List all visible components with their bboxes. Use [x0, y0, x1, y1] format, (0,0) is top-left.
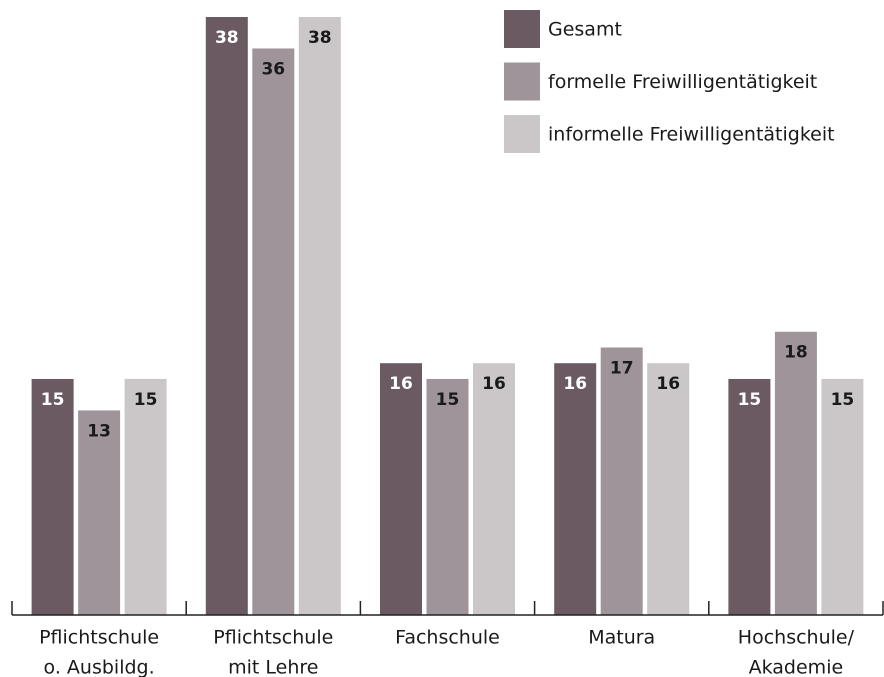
x-tick-label: mit Lehre [228, 657, 318, 677]
bar [380, 363, 422, 615]
bar [298, 17, 341, 615]
value-label: 38 [308, 28, 332, 48]
legend-label: informelle Freiwilligentätigkeit [548, 124, 835, 146]
x-tick-label: Pflichtschule [39, 627, 159, 649]
bar [31, 378, 74, 615]
value-label: 38 [215, 28, 239, 48]
bar [821, 378, 864, 615]
value-label: 36 [261, 59, 285, 79]
bar [554, 363, 597, 615]
bar [78, 410, 121, 615]
x-tick-label: Pflichtschule [213, 627, 333, 649]
x-tick-label: Fachschule [395, 627, 500, 649]
value-label: 15 [41, 390, 65, 410]
value-label: 16 [389, 374, 413, 394]
x-tick-label: Matura [588, 627, 655, 649]
bar [473, 363, 515, 615]
bar [205, 17, 248, 615]
value-label: 15 [436, 390, 460, 410]
bar [252, 48, 295, 615]
legend-label: formelle Freiwilligentätigkeit [548, 71, 817, 93]
value-label: 16 [563, 374, 587, 394]
legend-label: Gesamt [548, 19, 622, 41]
bar [124, 378, 167, 615]
value-label: 15 [134, 390, 158, 410]
bar [426, 378, 469, 615]
value-label: 15 [738, 390, 762, 410]
legend-swatch [504, 62, 540, 101]
value-label: 16 [656, 374, 680, 394]
value-label: 13 [87, 421, 111, 441]
x-tick-label: Akademie [749, 657, 844, 677]
bar [728, 378, 771, 615]
bar [647, 363, 690, 615]
legend-swatch [504, 115, 540, 153]
value-label: 17 [610, 358, 634, 378]
legend-swatch [504, 10, 540, 48]
value-label: 18 [784, 343, 808, 363]
bar [774, 331, 817, 615]
bar [600, 347, 643, 615]
value-label: 15 [831, 390, 855, 410]
x-tick-label: Hochschule/ [738, 627, 855, 649]
x-tick-label: o. Ausbildg. [44, 657, 155, 677]
value-label: 16 [482, 374, 506, 394]
